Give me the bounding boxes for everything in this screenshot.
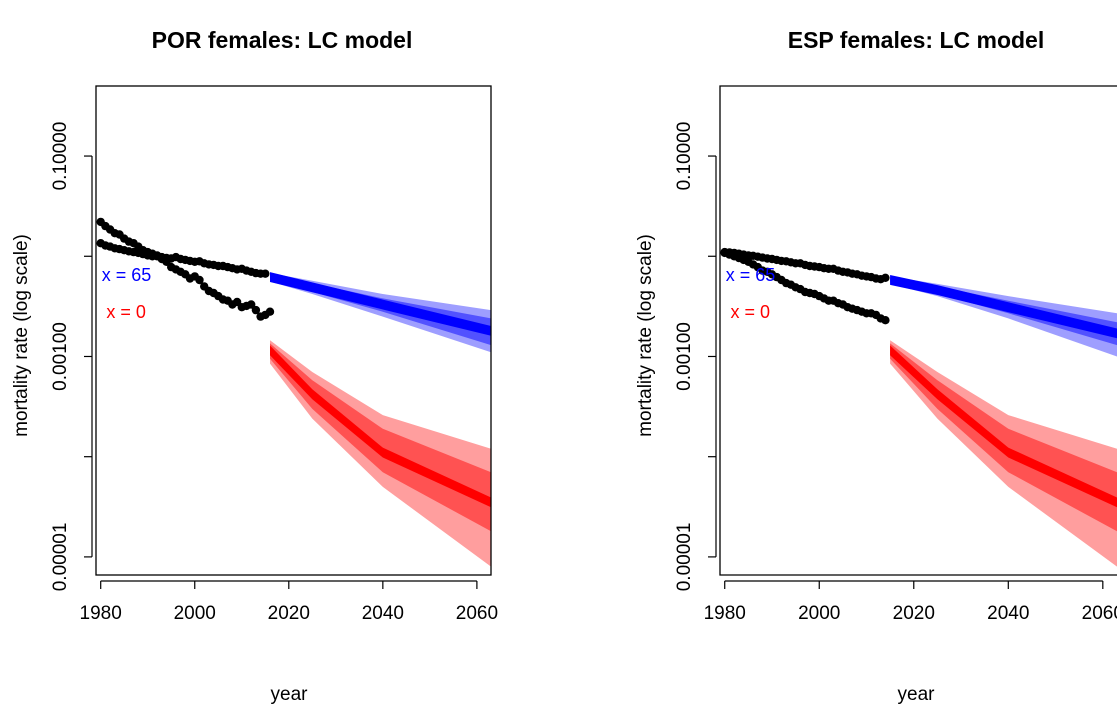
y-axis-label: mortality rate (log scale) — [11, 234, 32, 437]
forecast-fan-age-65 — [890, 275, 1117, 357]
x-axis-label: year — [898, 684, 936, 705]
fan-band-50 — [270, 272, 491, 336]
chart-panel-2: ESP females: LC model 1980 2000 2020 2040 206… — [635, 27, 1117, 705]
fan-band-50 — [890, 275, 1117, 339]
plot-area — [720, 247, 1117, 567]
chart-panel-1: POR females: LC model 1980 2000 2020 2040 206… — [11, 27, 498, 705]
observed-series-age-0 — [96, 217, 275, 321]
x-tick-label: 2060 — [456, 603, 498, 624]
data-point — [195, 275, 204, 285]
x-tick-label: 2000 — [174, 603, 216, 624]
fan-band-80 — [270, 343, 491, 532]
x-tick-label: 1980 — [80, 603, 122, 624]
y-axis-label: mortality rate (log scale) — [635, 234, 656, 437]
chart-title: ESP females: LC model — [788, 27, 1045, 53]
annotation-age-65: x = 65 — [102, 265, 152, 285]
y-tick-label: 0.00100 — [674, 322, 695, 391]
data-point — [265, 307, 275, 316]
forecast-fan-age-65 — [270, 272, 491, 353]
annotation-age-0: x = 0 — [730, 302, 770, 322]
x-tick-label: 2020 — [893, 603, 935, 624]
plot-frame — [95, 85, 492, 576]
fan-band-50 — [270, 345, 491, 508]
y-tick-label: 0.00001 — [674, 523, 695, 592]
chart-title: POR females: LC model — [152, 27, 413, 53]
x-tick-label: 2040 — [362, 603, 404, 624]
observed-series-age-0 — [720, 248, 890, 325]
x-tick-label: 2040 — [987, 603, 1029, 624]
data-point — [247, 300, 256, 309]
plot-area — [96, 217, 491, 567]
x-tick-label: 2020 — [268, 603, 310, 624]
annotation-age-0: x = 0 — [106, 302, 146, 322]
plot-frame — [719, 85, 1117, 576]
data-point — [881, 316, 890, 325]
forecast-fan-age-0 — [270, 340, 491, 567]
y-tick-label: 0.10000 — [674, 122, 695, 191]
fan-band-50 — [890, 345, 1117, 508]
x-axis-label: year — [271, 684, 309, 705]
x-tick-label: 2060 — [1082, 603, 1117, 624]
fan-band-80 — [890, 343, 1117, 532]
forecast-fan-age-0 — [890, 340, 1117, 567]
data-point — [881, 273, 890, 282]
y-tick-label: 0.00100 — [50, 322, 71, 391]
x-tick-label: 2000 — [798, 603, 840, 624]
data-point — [251, 305, 261, 315]
x-tick-label: 1980 — [704, 603, 746, 624]
y-tick-label: 0.10000 — [50, 122, 71, 191]
y-tick-label: 0.00001 — [50, 523, 71, 592]
annotation-age-65: x = 65 — [726, 265, 776, 285]
data-point — [261, 269, 270, 278]
